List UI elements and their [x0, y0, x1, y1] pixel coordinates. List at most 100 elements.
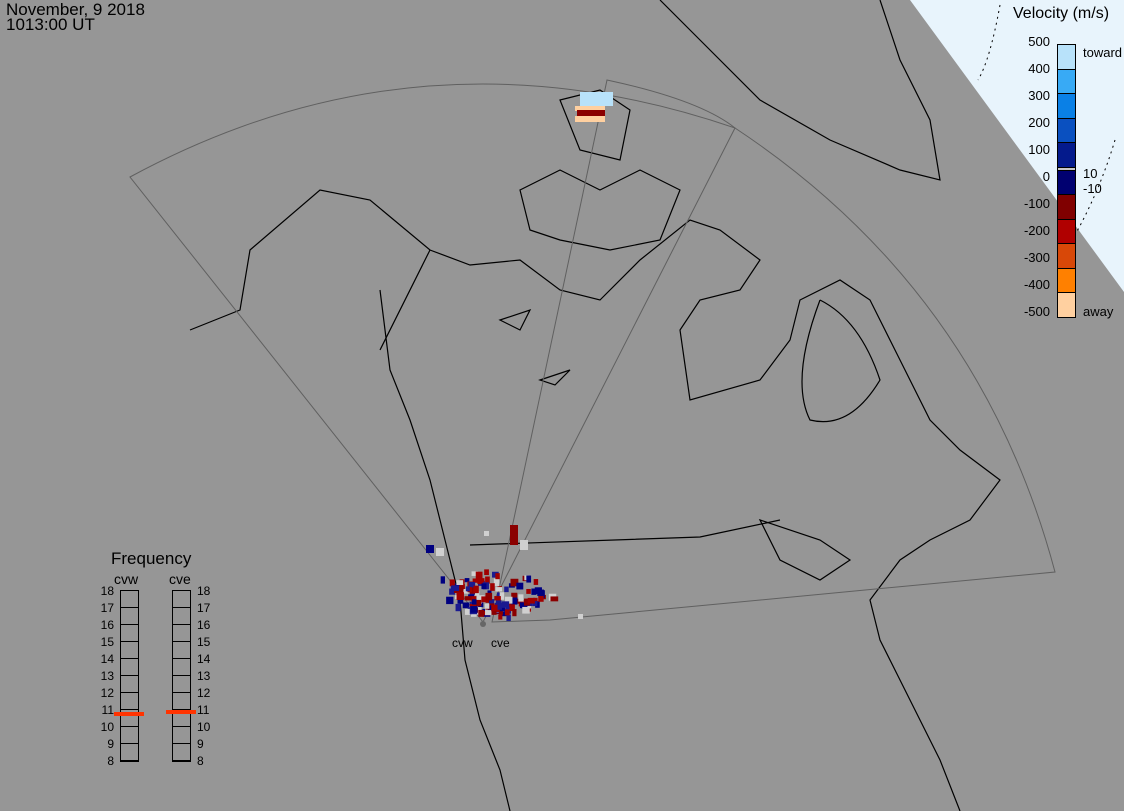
frequency-tick: 8	[197, 754, 204, 768]
frequency-tick: 11	[197, 703, 210, 717]
velocity-cell	[532, 601, 538, 607]
frequency-tick: 17	[100, 601, 114, 615]
colorbar-segment	[1058, 69, 1075, 94]
frequency-tick: 8	[107, 754, 114, 768]
time-label: 1013:00 UT	[6, 15, 95, 34]
velocity-tick: 400	[1028, 61, 1050, 76]
frequency-tick: 9	[107, 737, 114, 751]
colorbar-segment	[1058, 143, 1075, 168]
velocity-cell	[451, 585, 460, 591]
velocity-cell	[475, 591, 480, 596]
velocity-cell	[498, 614, 503, 620]
velocity-cell	[485, 608, 492, 616]
velocity-cell	[501, 601, 510, 608]
velocity-tick: 300	[1028, 88, 1050, 103]
colorbar-segment	[1058, 219, 1075, 244]
frequency-tick: 10	[197, 720, 211, 734]
colorbar-segment	[1058, 94, 1075, 119]
frequency-tick: 12	[100, 686, 114, 700]
velocity-cell	[472, 578, 480, 583]
freq-radar-cvw: cvw	[114, 571, 139, 587]
velocity-cell	[499, 605, 505, 612]
velocity-cell	[580, 92, 613, 106]
velocity-cell	[504, 596, 513, 604]
velocity-cell	[509, 604, 515, 612]
velocity-cell	[577, 110, 605, 116]
date-label: November, 9 2018	[6, 0, 145, 19]
frequency-tick: 14	[197, 652, 211, 666]
velocity-cell	[504, 586, 509, 593]
velocity-tick: -200	[1023, 223, 1050, 238]
velocity-cell	[484, 531, 489, 536]
colorbar-segment	[1058, 244, 1075, 269]
velocity-cell	[463, 589, 469, 594]
frequency-marker	[166, 710, 196, 715]
cvw-site-label: cvw	[452, 636, 473, 650]
velocity-cell	[455, 603, 461, 612]
frequency-tick: 9	[197, 737, 204, 751]
frequency-tick: 14	[100, 652, 114, 666]
colorbar-segment	[1058, 268, 1075, 293]
velocity-tick: -100	[1023, 196, 1050, 211]
velocity-cell	[456, 580, 464, 585]
velocity-cell	[449, 588, 455, 595]
velocity-cell	[531, 588, 537, 595]
velocity-cell	[446, 596, 454, 605]
velocity-tick: -300	[1023, 250, 1050, 265]
frequency-tick: 18	[197, 584, 211, 598]
velocity-tick: 100	[1028, 142, 1050, 157]
velocity-tick: -400	[1023, 277, 1050, 292]
velocity-cell	[495, 573, 500, 580]
velocity-cell	[533, 579, 539, 585]
velocity-cell	[499, 592, 505, 600]
toward-label: toward	[1083, 45, 1123, 60]
velocity-cell	[487, 605, 495, 611]
velocity-cell	[495, 599, 502, 605]
velocity-cell	[436, 548, 444, 556]
radar-fov	[129, 79, 1056, 623]
velocity-cell	[527, 597, 535, 604]
velocity-cell	[475, 599, 482, 607]
velocity-cell	[478, 609, 485, 617]
frequency-marker	[114, 712, 144, 717]
frequency-tick: 11	[101, 703, 114, 717]
colorbar-segment	[1058, 170, 1075, 195]
velocity-legend-title: Velocity (m/s)	[1013, 5, 1110, 22]
colorbar-segment	[1058, 45, 1075, 70]
velocity-cell	[535, 601, 540, 608]
velocity-tick: 500	[1028, 34, 1050, 49]
frequency-tick: 13	[197, 669, 211, 683]
velocity-cell	[456, 592, 464, 600]
velocity-cell	[440, 576, 445, 584]
velocity-cell	[550, 596, 559, 602]
velocity-cell	[473, 585, 479, 594]
velocity-colorbar	[1057, 44, 1076, 318]
velocity-cell	[534, 587, 542, 595]
colorbar-segment	[1058, 195, 1075, 220]
velocity-cell	[457, 585, 464, 594]
colorbar-segment	[1058, 293, 1075, 318]
velocity-cell	[464, 578, 470, 583]
velocity-cell	[490, 583, 495, 591]
velocity-tick: 0	[1042, 169, 1050, 184]
velocity-cell	[491, 610, 497, 615]
cve-fov	[491, 79, 1056, 623]
terminator-dotted-line	[977, 4, 1116, 236]
velocity-cell	[578, 614, 583, 619]
small-neg-label: -10	[1083, 181, 1102, 196]
velocity-cell	[488, 599, 495, 607]
velocity-cell	[449, 579, 455, 587]
velocity-cell	[533, 597, 538, 603]
velocity-tick: -500	[1023, 304, 1050, 319]
velocity-cell	[521, 603, 527, 609]
frequency-tick: 10	[100, 720, 114, 734]
velocity-cell	[575, 106, 605, 111]
cve-frequency-scale	[172, 590, 191, 762]
velocity-cell	[512, 609, 517, 617]
velocity-cell	[426, 545, 434, 553]
frequency-tick: 13	[100, 669, 114, 683]
frequency-tick: 12	[197, 686, 211, 700]
frequency-title: Frequency	[111, 549, 192, 568]
velocity-cell	[522, 606, 530, 614]
